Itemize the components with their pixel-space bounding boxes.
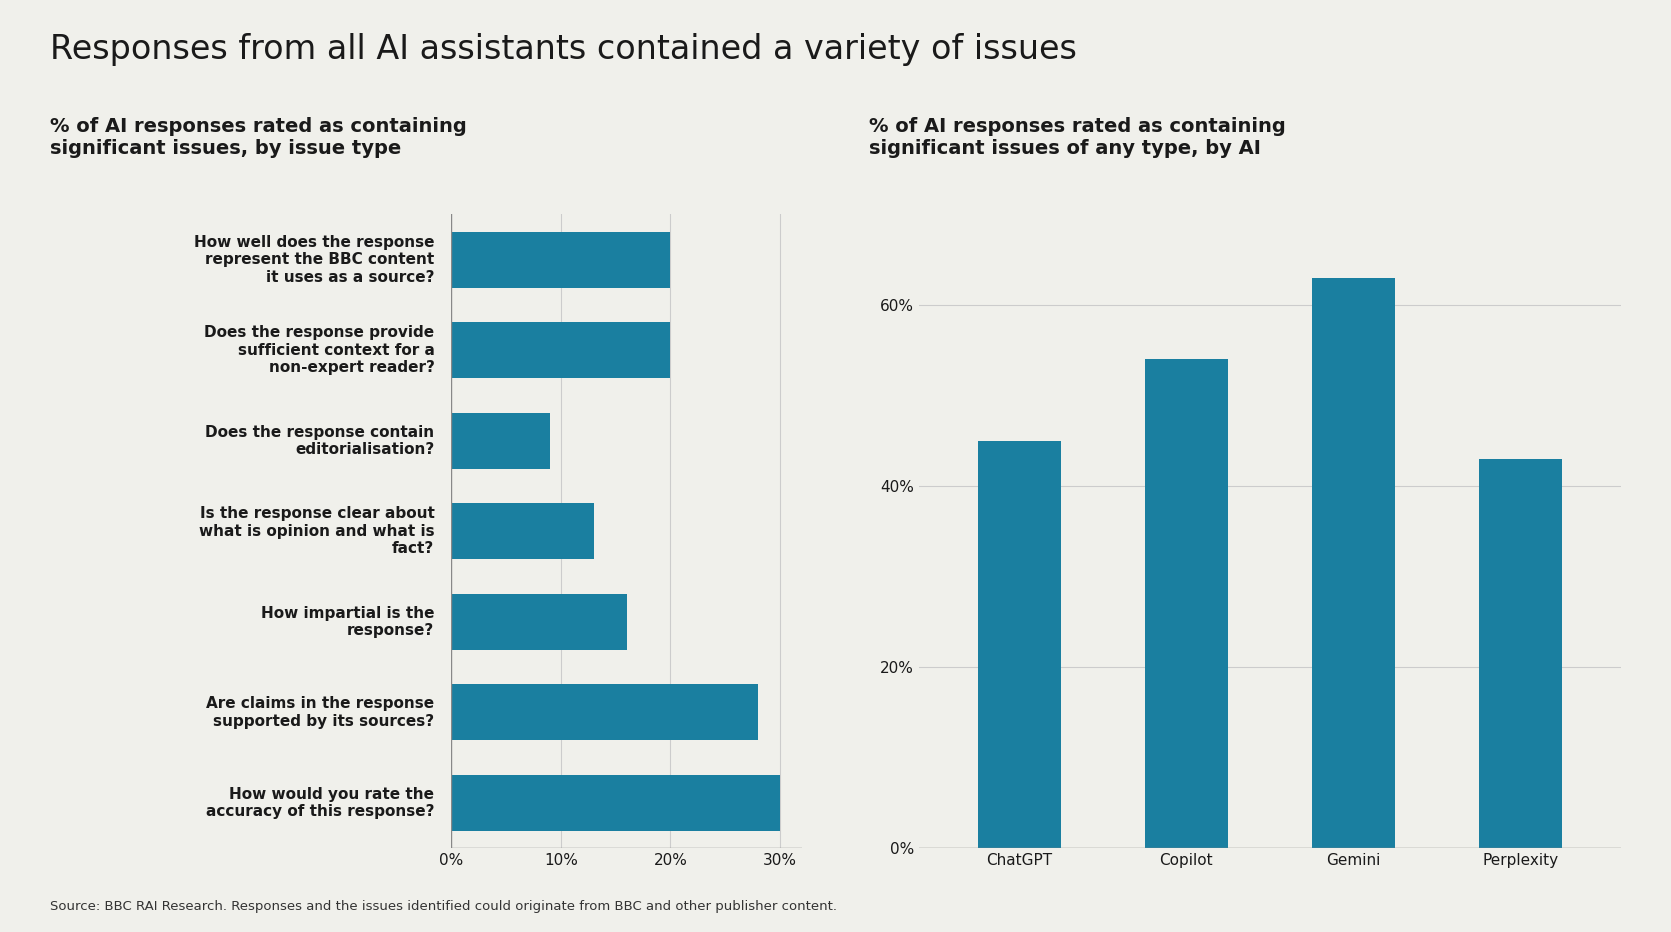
Text: How would you rate the
accuracy of this response?: How would you rate the accuracy of this …: [206, 787, 434, 819]
Text: Does the response provide
sufficient context for a
non-expert reader?: Does the response provide sufficient con…: [204, 325, 434, 375]
Bar: [451, 231, 670, 288]
Bar: [451, 322, 670, 378]
Text: Are claims in the response
supported by its sources?: Are claims in the response supported by …: [206, 696, 434, 729]
Text: How well does the response
represent the BBC content
it uses as a source?: How well does the response represent the…: [194, 235, 434, 284]
Bar: [1479, 459, 1562, 848]
Bar: [1312, 278, 1395, 848]
Bar: [451, 774, 780, 831]
Text: Does the response contain
editorialisation?: Does the response contain editorialisati…: [206, 424, 434, 457]
Bar: [978, 441, 1061, 848]
Text: % of AI responses rated as containing
significant issues of any type, by AI: % of AI responses rated as containing si…: [869, 116, 1285, 158]
Text: Is the response clear about
what is opinion and what is
fact?: Is the response clear about what is opin…: [199, 506, 434, 556]
Bar: [1145, 359, 1228, 848]
Bar: [451, 684, 759, 740]
Bar: [451, 503, 593, 559]
Text: % of AI responses rated as containing
significant issues, by issue type: % of AI responses rated as containing si…: [50, 116, 466, 158]
Text: Responses from all AI assistants contained a variety of issues: Responses from all AI assistants contain…: [50, 33, 1078, 65]
Bar: [451, 594, 627, 650]
Bar: [451, 413, 550, 469]
Text: Source: BBC RAI Research. Responses and the issues identified could originate fr: Source: BBC RAI Research. Responses and …: [50, 900, 837, 913]
Text: How impartial is the
response?: How impartial is the response?: [261, 606, 434, 638]
